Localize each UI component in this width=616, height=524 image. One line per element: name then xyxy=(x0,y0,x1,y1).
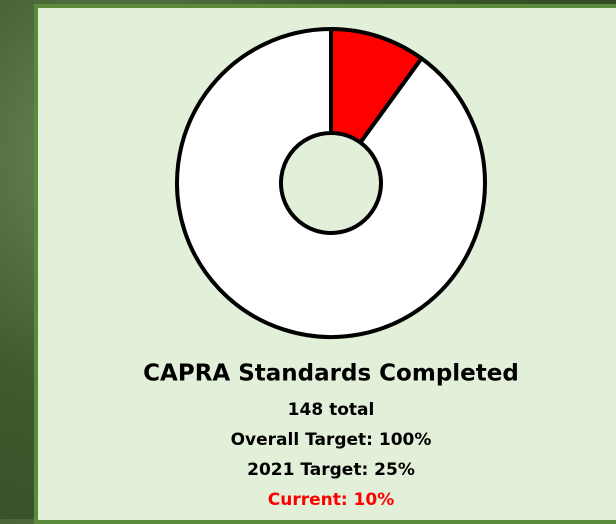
annotation: 148 total xyxy=(288,400,375,420)
slice xyxy=(175,27,487,339)
annotation: Current: 10% xyxy=(268,490,395,510)
annotation: 2021 Target: 25% xyxy=(247,460,415,480)
annotation: Overall Target: 100% xyxy=(231,430,432,450)
chart-title: CAPRA Standards Completed xyxy=(143,361,519,387)
